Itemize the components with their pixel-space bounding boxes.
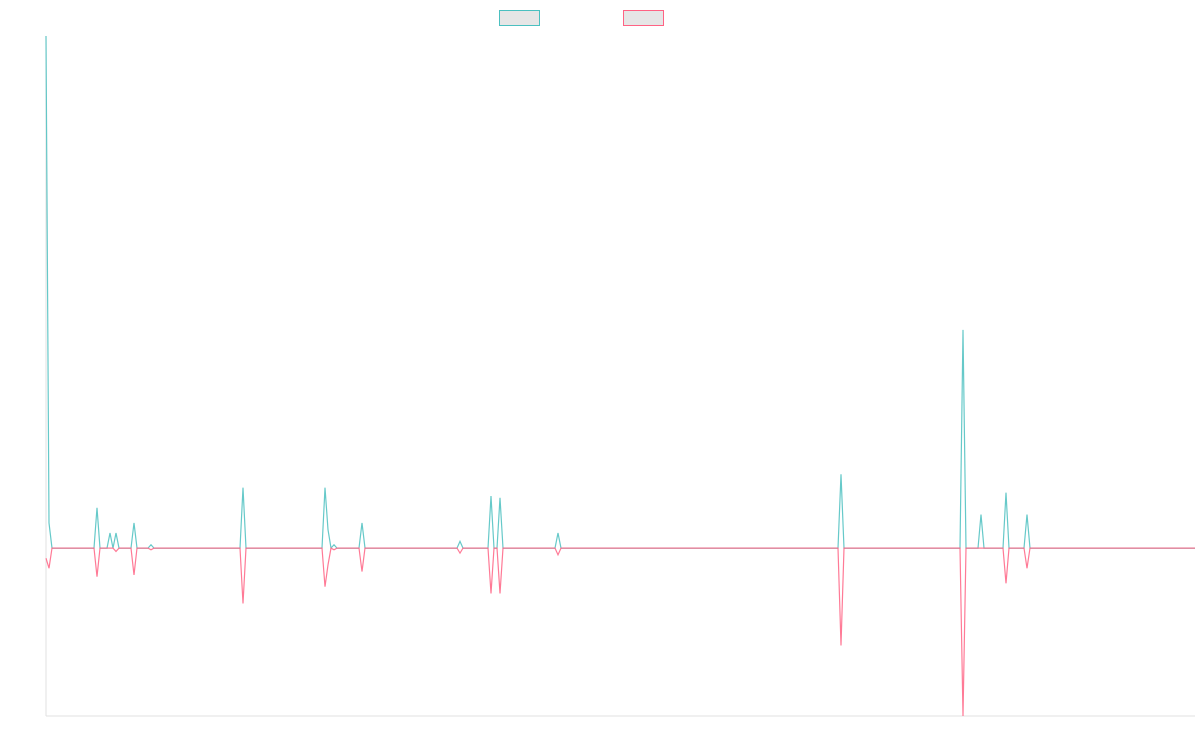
series-line: [45, 547, 1195, 717]
legend-swatch: [623, 10, 664, 26]
legend-swatch: [499, 10, 540, 26]
series-line: [45, 35, 1195, 550]
